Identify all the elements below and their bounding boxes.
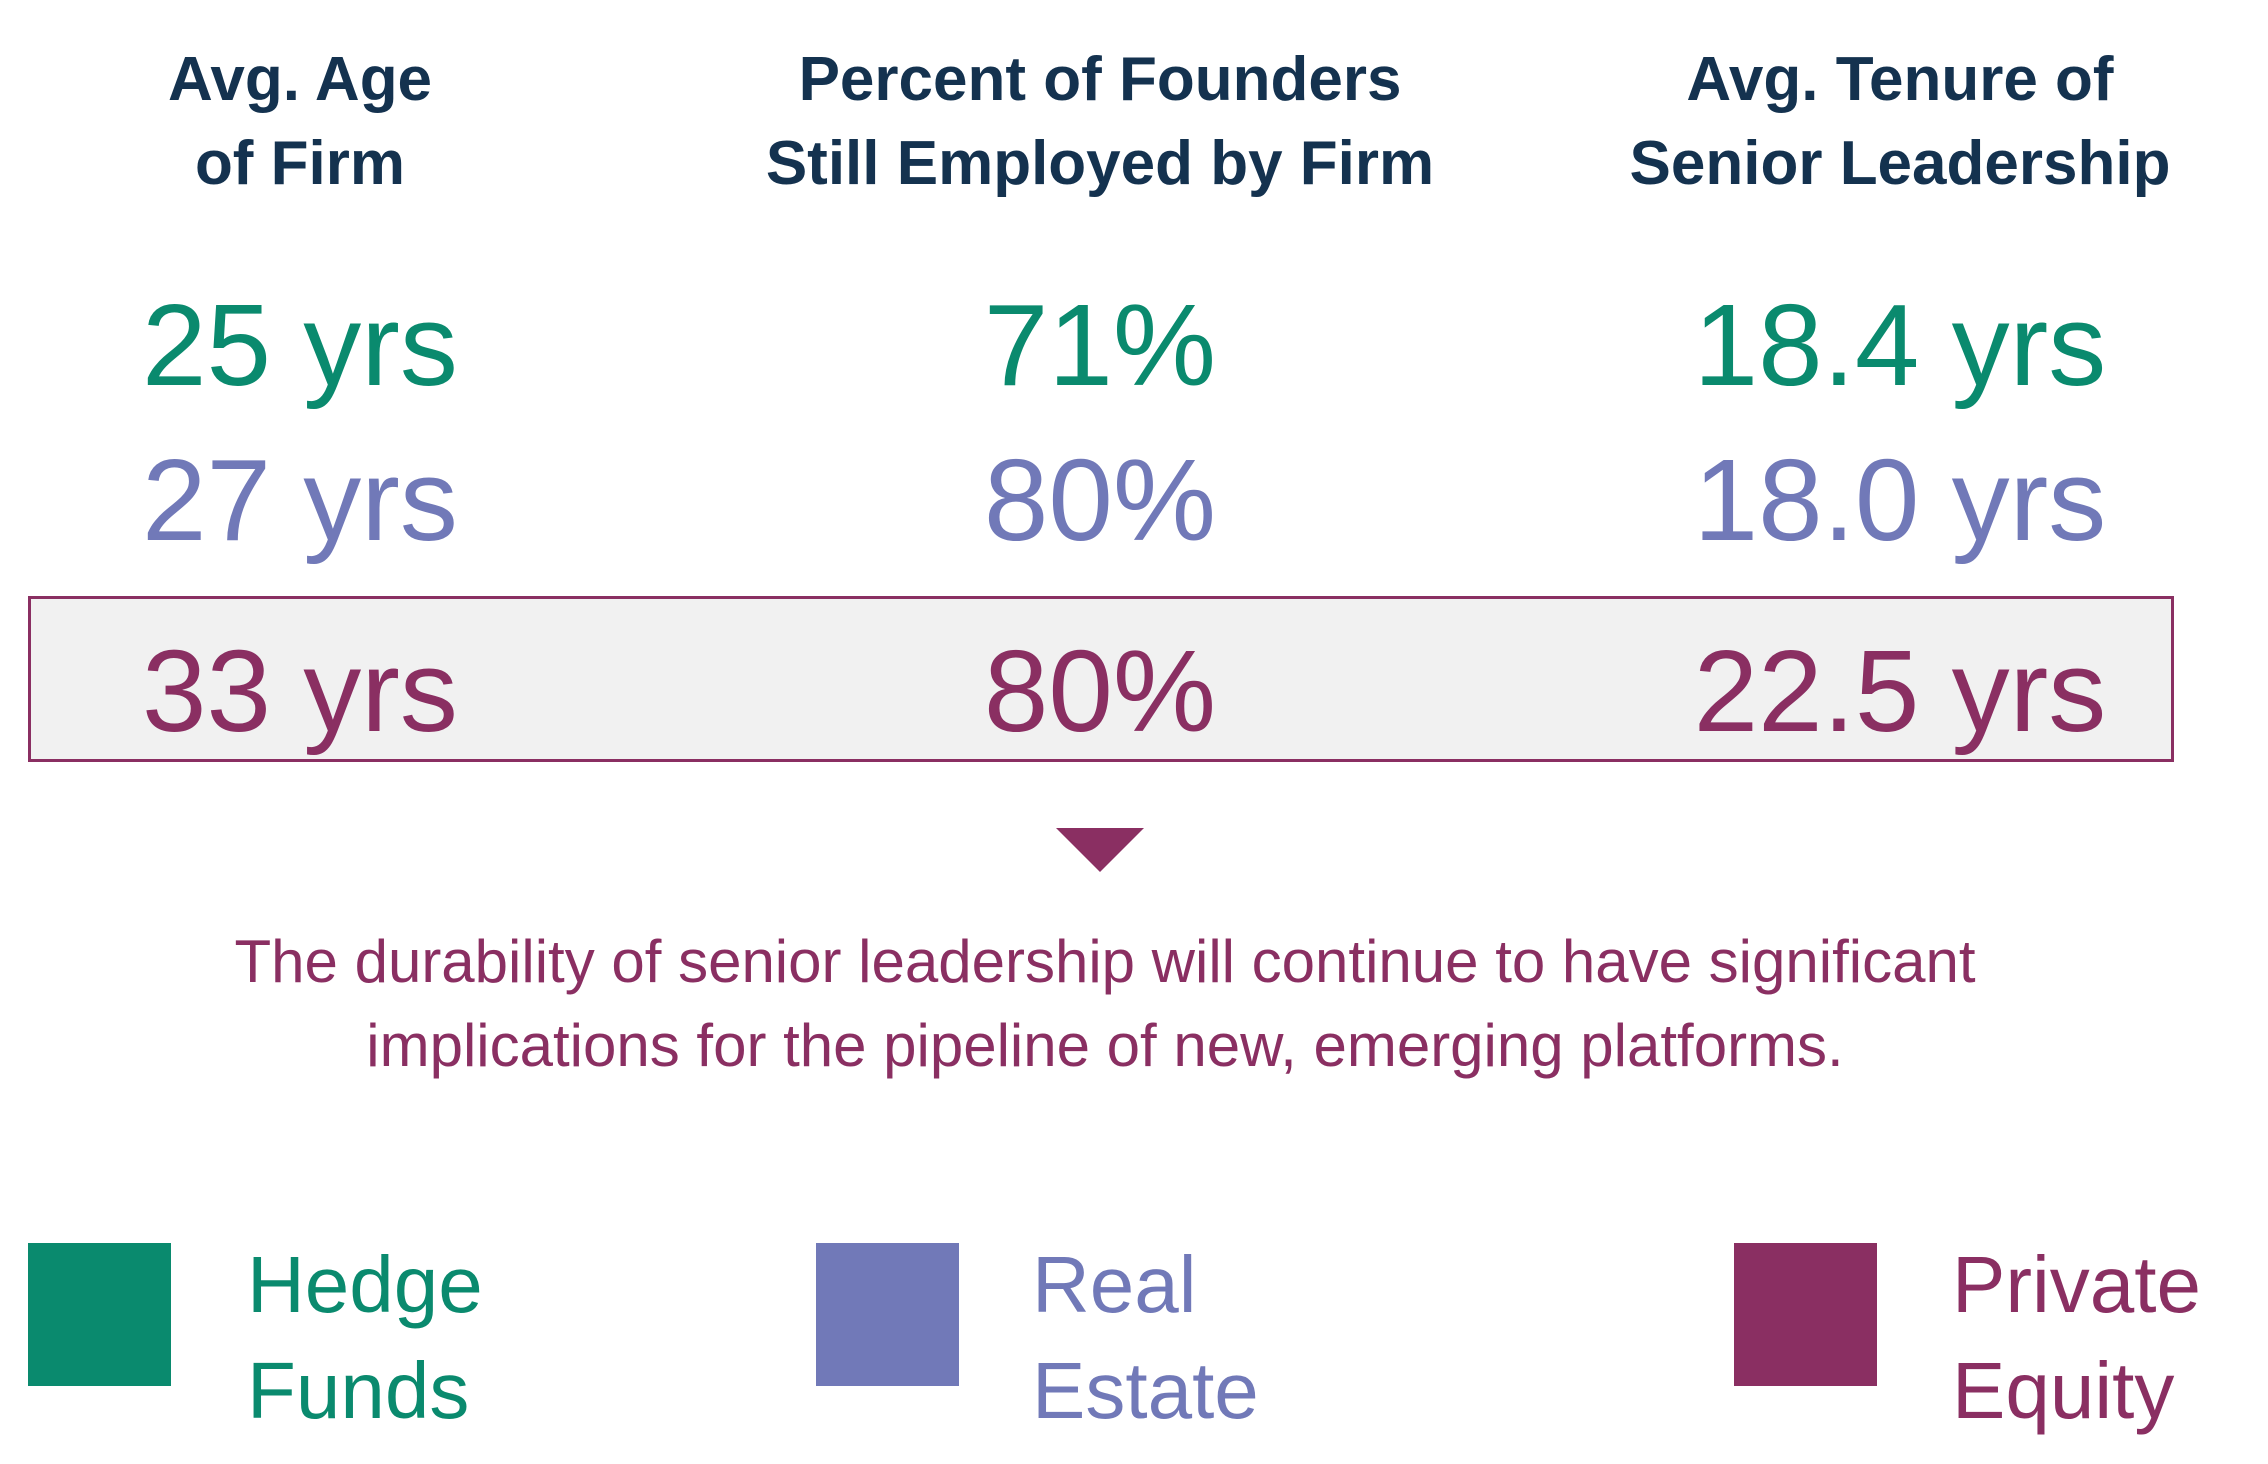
annotation-line: implications for the pipeline of new, em… [366,1012,1844,1079]
column-header-line: Percent of Founders [798,45,1402,114]
column-header-line: Senior Leadership [1629,129,2171,198]
private-equity-avg-age-value: 33 yrs [142,626,458,756]
annotation-line: The durability of senior leadership will… [234,928,1976,995]
private-equity-tenure-value: 22.5 yrs [1693,626,2107,756]
real-estate-tenure-value: 18.0 yrs [1693,435,2107,565]
column-header-founders-employed: Percent of Founders Still Employed by Fi… [700,38,1500,206]
column-header-avg-tenure: Avg. Tenure of Senior Leadership [1550,38,2250,206]
column-header-line: Still Employed by Firm [765,129,1435,198]
legend-label-hedge-funds: Hedge Funds [247,1232,483,1444]
legend-label-line: Equity [1952,1346,2175,1435]
hedge-funds-founders-value: 71% [983,280,1217,410]
private-equity-highlight-box [28,596,2174,762]
column-header-line: Avg. Tenure of [1686,45,2114,114]
annotation-text: The durability of senior leadership will… [30,920,2180,1088]
hedge-funds-tenure-value: 18.4 yrs [1693,280,2107,410]
hedge-funds-avg-age-value: 25 yrs [142,280,458,410]
real-estate-avg-age-value: 27 yrs [142,435,458,565]
legend-label-line: Private [1952,1240,2201,1329]
legend-label-private-equity: Private Equity [1952,1232,2201,1444]
legend-swatch-private-equity [1734,1243,1877,1386]
legend-swatch-hedge-funds [28,1243,171,1386]
private-equity-founders-value: 80% [983,626,1217,756]
column-header-avg-age: Avg. Age of Firm [50,38,550,206]
legend-label-line: Real [1032,1240,1197,1329]
legend-label-real-estate: Real Estate [1032,1232,1259,1444]
legend-label-line: Hedge [247,1240,483,1329]
legend-label-line: Estate [1032,1346,1259,1435]
legend-swatch-real-estate [816,1243,959,1386]
real-estate-founders-value: 80% [983,435,1217,565]
down-arrow-icon [1056,828,1144,872]
column-header-line: Avg. Age [167,45,433,114]
column-header-line: of Firm [194,129,406,198]
legend-label-line: Funds [247,1346,470,1435]
